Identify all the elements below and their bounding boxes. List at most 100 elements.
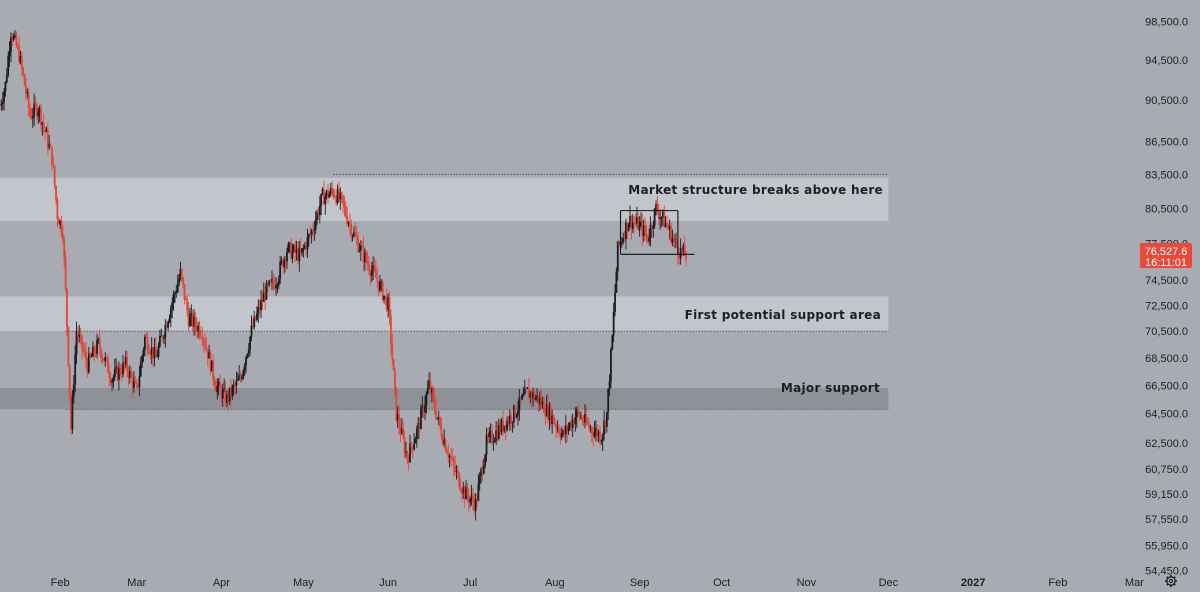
candle[interactable] <box>394 367 396 396</box>
candle[interactable] <box>567 422 570 436</box>
candle[interactable] <box>682 242 685 256</box>
candle[interactable] <box>310 228 313 244</box>
candle[interactable] <box>402 420 405 440</box>
candle[interactable] <box>515 413 518 419</box>
candle[interactable] <box>610 347 612 389</box>
candle[interactable] <box>16 42 19 51</box>
candle[interactable] <box>593 420 596 438</box>
candle[interactable] <box>443 429 446 448</box>
candle[interactable] <box>168 314 171 324</box>
candle[interactable] <box>225 390 228 408</box>
candle[interactable] <box>379 274 381 293</box>
candle[interactable] <box>325 189 328 200</box>
candle[interactable] <box>64 250 67 292</box>
candle[interactable] <box>433 387 436 415</box>
candle[interactable] <box>439 416 441 430</box>
candle[interactable] <box>102 358 105 362</box>
candle[interactable] <box>507 415 510 427</box>
candle[interactable] <box>332 188 335 200</box>
candle[interactable] <box>525 386 528 391</box>
candle[interactable] <box>429 372 432 396</box>
candle[interactable] <box>421 396 424 418</box>
candle[interactable] <box>286 247 288 269</box>
candle[interactable] <box>191 309 194 331</box>
candle[interactable] <box>56 196 59 228</box>
candle[interactable] <box>405 441 407 458</box>
candle[interactable] <box>630 215 633 240</box>
candle[interactable] <box>336 184 339 205</box>
candle[interactable] <box>376 267 379 288</box>
candle[interactable] <box>115 358 118 374</box>
candle[interactable] <box>199 329 202 340</box>
candle[interactable] <box>627 222 630 232</box>
candle[interactable] <box>645 224 648 244</box>
candle[interactable] <box>164 319 167 348</box>
candle[interactable] <box>172 290 175 311</box>
candle[interactable] <box>551 409 554 434</box>
candle[interactable] <box>175 285 178 298</box>
candle[interactable] <box>526 386 529 390</box>
candle[interactable] <box>448 453 451 468</box>
candle[interactable] <box>113 359 116 382</box>
candle[interactable] <box>197 322 200 339</box>
candle[interactable] <box>426 379 429 395</box>
candle[interactable] <box>338 181 340 203</box>
candle[interactable] <box>355 226 358 245</box>
candle[interactable] <box>119 363 122 378</box>
candle[interactable] <box>67 326 70 367</box>
candle[interactable] <box>0 98 1 107</box>
candle[interactable] <box>264 286 267 311</box>
candle[interactable] <box>607 388 610 421</box>
candle[interactable] <box>584 404 586 429</box>
candle[interactable] <box>49 142 52 148</box>
candle[interactable] <box>123 361 126 373</box>
candle[interactable] <box>124 350 127 369</box>
candle[interactable] <box>556 420 559 433</box>
candle[interactable] <box>295 240 298 261</box>
candle[interactable] <box>142 347 145 362</box>
candle[interactable] <box>563 425 566 439</box>
candle[interactable] <box>476 494 478 508</box>
candle[interactable] <box>240 374 243 382</box>
candle[interactable] <box>158 329 161 348</box>
candle[interactable] <box>351 234 354 242</box>
candle[interactable] <box>213 376 216 392</box>
candle[interactable] <box>597 429 600 443</box>
candle[interactable] <box>548 402 551 431</box>
candle[interactable] <box>215 380 217 393</box>
candle[interactable] <box>473 493 476 516</box>
candle[interactable] <box>381 279 384 302</box>
candle[interactable] <box>541 396 544 409</box>
candle[interactable] <box>366 251 369 271</box>
candle[interactable] <box>93 344 96 361</box>
candle[interactable] <box>253 310 256 330</box>
candle[interactable] <box>536 387 539 403</box>
candle[interactable] <box>425 391 428 414</box>
candle[interactable] <box>625 218 627 250</box>
candle[interactable] <box>670 222 672 245</box>
candle[interactable] <box>328 190 331 199</box>
candle[interactable] <box>169 304 172 328</box>
candle[interactable] <box>370 261 373 283</box>
candle[interactable] <box>521 393 523 401</box>
candle[interactable] <box>154 337 157 357</box>
candle[interactable] <box>590 425 593 443</box>
candle[interactable] <box>135 379 138 389</box>
candle[interactable] <box>518 388 521 421</box>
candle[interactable] <box>447 443 450 464</box>
candle[interactable] <box>532 387 534 407</box>
candle[interactable] <box>582 415 585 427</box>
candle[interactable] <box>432 384 435 403</box>
candle[interactable] <box>230 378 232 407</box>
candle[interactable] <box>343 195 346 217</box>
candle[interactable] <box>411 446 414 459</box>
candle[interactable] <box>671 229 674 247</box>
candle[interactable] <box>424 395 426 421</box>
candle[interactable] <box>42 113 45 134</box>
candle[interactable] <box>622 232 625 245</box>
candle[interactable] <box>331 180 334 198</box>
candle[interactable] <box>150 337 153 365</box>
candle[interactable] <box>466 483 469 503</box>
candle[interactable] <box>661 209 664 226</box>
candle[interactable] <box>674 233 677 249</box>
